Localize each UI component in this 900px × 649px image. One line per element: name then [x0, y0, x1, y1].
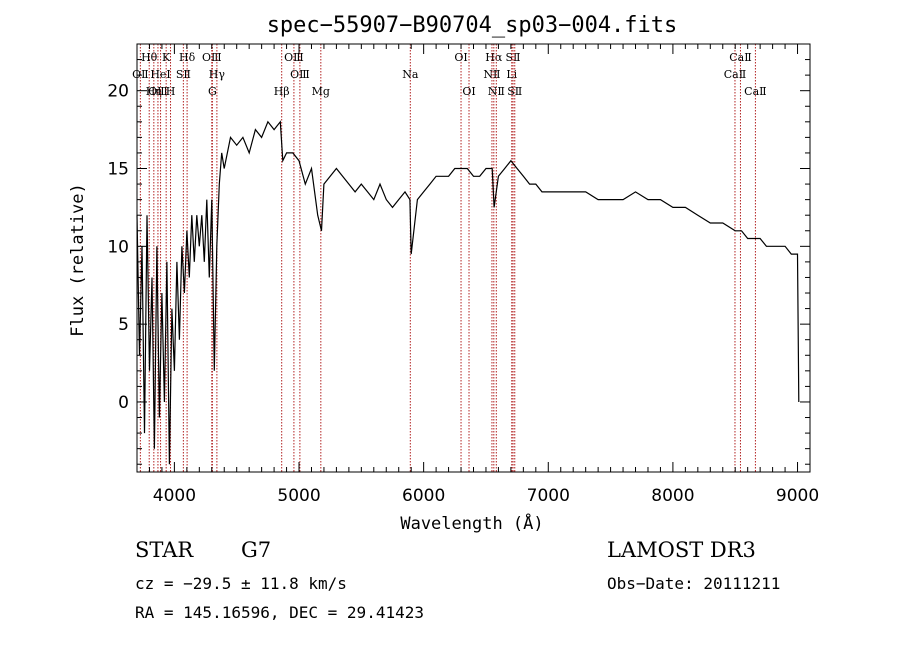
spectral-line-label: OⅢ: [202, 51, 222, 64]
spectral-line-label: Hγ: [209, 68, 226, 81]
x-tick-label: 4000: [153, 486, 196, 506]
coordinates-readout: RA = 145.16596, DEC = 29.41423: [135, 603, 424, 622]
spectral-line-label: OⅠ: [454, 51, 467, 64]
y-tick-label: 5: [118, 315, 129, 335]
y-tick-label: 10: [107, 237, 129, 257]
spectral-line-label: CaⅡ: [744, 85, 766, 98]
spectral-line-label: K: [162, 51, 171, 64]
chart-title: spec−55907−B90704_sp03−004.fits: [267, 13, 678, 38]
x-axis-label: Wavelength (Å): [400, 512, 543, 534]
spectral-line-label: G: [208, 85, 217, 98]
spectral-line-label: SⅡ: [507, 85, 522, 98]
spectral-line-label: Mg: [312, 85, 330, 98]
plot-frame: [136, 43, 811, 473]
x-tick-label: 8000: [651, 486, 694, 506]
spectral-line-label: HeI: [150, 68, 170, 81]
y-tick-label: 0: [118, 393, 129, 413]
spectral-line-label: CaⅡ: [729, 51, 751, 64]
spectral-line-label: OⅡ: [132, 68, 149, 81]
observation-date: Obs−Date: 20111211: [607, 574, 781, 593]
x-tick-label: 9000: [776, 486, 819, 506]
survey-name: LAMOST DR3: [607, 538, 756, 562]
y-axis-label: Flux (relative): [68, 183, 88, 337]
spectral-line-label: H: [166, 85, 176, 98]
spectral-line-label: OⅢ: [284, 51, 304, 64]
spectral-line-label: Hδ: [179, 51, 196, 64]
redshift-readout: cz = −29.5 ± 11.8 km/s: [135, 574, 347, 593]
x-tick-label: 5000: [277, 486, 320, 506]
spectral-line-label: OⅢ: [148, 85, 168, 98]
spectral-line-label: CaⅡ: [724, 68, 746, 81]
spectral-line-label: Hη: [146, 85, 162, 98]
spectral-line-label: NⅡ: [488, 85, 505, 98]
object-class: STAR: [135, 538, 194, 562]
spectrum-series-line: [136, 120, 800, 465]
y-tick-label: 15: [107, 160, 129, 180]
y-tick-label: 20: [107, 82, 129, 102]
spectral-line-label: NⅡ: [483, 68, 500, 81]
x-tick-label: 7000: [527, 486, 570, 506]
object-subclass: G7: [241, 538, 272, 562]
spectral-line-label: Hθ: [141, 51, 158, 64]
x-tick-label: 6000: [402, 486, 445, 506]
spectral-line-label: SⅡ: [505, 51, 520, 64]
spectral-line-label: Na: [402, 68, 419, 81]
spectral-line-label: OⅢ: [290, 68, 310, 81]
spectral-line-label: Hβ: [274, 85, 290, 98]
spectral-line-label: Li: [506, 68, 517, 81]
spectral-line-label: Hα: [485, 51, 503, 64]
spectral-line-label: SⅡ: [176, 68, 191, 81]
spectral-line-label: OⅠ: [462, 85, 475, 98]
